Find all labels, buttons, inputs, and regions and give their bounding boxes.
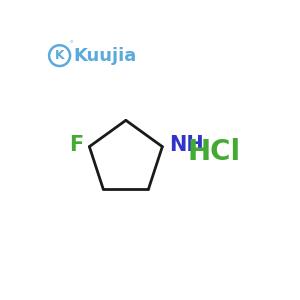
Text: HCl: HCl [188,137,241,166]
Text: F: F [69,136,84,155]
Text: Kuujia: Kuujia [74,46,137,64]
Text: NH: NH [169,136,204,155]
Text: °: ° [70,41,73,47]
Text: K: K [55,49,64,62]
